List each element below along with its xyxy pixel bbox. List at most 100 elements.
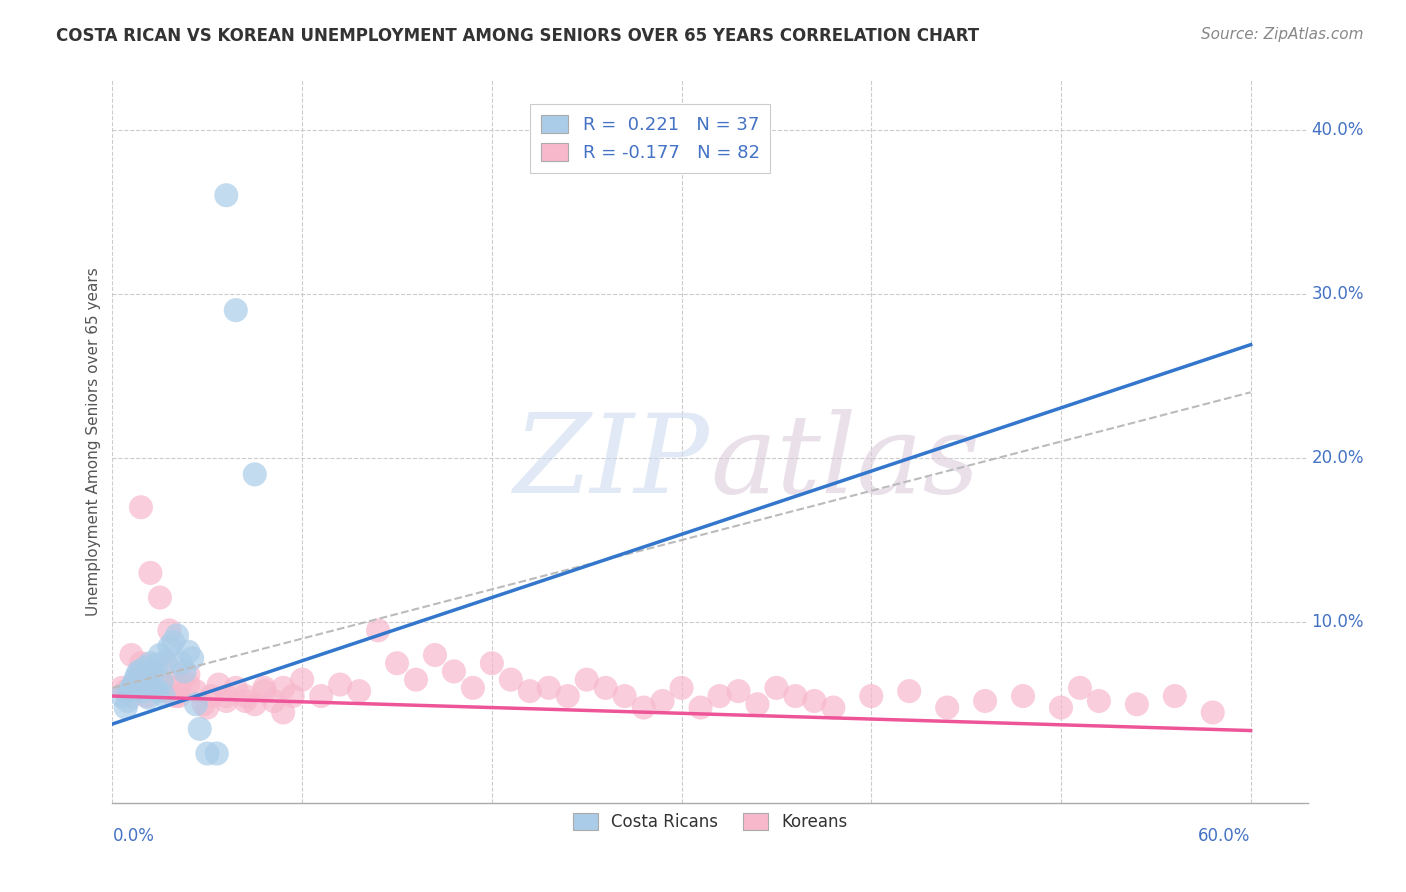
Point: [385, 657, 408, 671]
Point: [149, 648, 172, 662]
Point: [152, 689, 174, 703]
Point: [139, 657, 162, 671]
Point: [215, 188, 238, 202]
Point: [1050, 700, 1073, 714]
Point: [145, 657, 167, 672]
Point: [139, 665, 162, 679]
Point: [1012, 689, 1035, 703]
Point: [936, 700, 959, 714]
Point: [170, 677, 193, 691]
Point: [557, 689, 579, 703]
Point: [120, 648, 142, 662]
Point: [253, 681, 276, 695]
Point: [165, 689, 187, 703]
Point: [281, 689, 304, 703]
Point: [135, 671, 157, 685]
Point: [114, 684, 136, 698]
Point: [595, 681, 617, 695]
Point: [461, 681, 484, 695]
Point: [122, 677, 145, 691]
Point: [129, 667, 152, 681]
Point: [785, 689, 807, 703]
Point: [481, 657, 503, 671]
Point: [243, 698, 266, 712]
Point: [129, 657, 152, 671]
Point: [1164, 689, 1187, 703]
Text: 40.0%: 40.0%: [1312, 120, 1364, 138]
Point: [329, 677, 352, 691]
Point: [1202, 706, 1225, 720]
Point: [225, 303, 247, 318]
Point: [193, 698, 215, 712]
Point: [157, 640, 180, 654]
Point: [613, 689, 636, 703]
Point: [537, 681, 560, 695]
Point: [120, 689, 142, 703]
Point: [367, 624, 389, 638]
Point: [233, 689, 256, 703]
Text: 60.0%: 60.0%: [1198, 828, 1251, 846]
Point: [124, 677, 146, 691]
Point: [149, 673, 172, 687]
Point: [155, 655, 177, 669]
Point: [127, 667, 149, 681]
Point: [111, 681, 134, 695]
Point: [114, 700, 136, 714]
Point: [118, 684, 141, 698]
Point: [200, 689, 222, 703]
Point: [215, 689, 238, 703]
Point: [177, 677, 200, 691]
Text: 0.0%: 0.0%: [112, 828, 155, 846]
Point: [132, 684, 155, 698]
Point: [143, 681, 166, 695]
Point: [215, 694, 238, 708]
Point: [195, 747, 218, 761]
Point: [1069, 681, 1091, 695]
Point: [146, 684, 169, 698]
Point: [135, 689, 157, 703]
Text: COSTA RICAN VS KOREAN UNEMPLOYMENT AMONG SENIORS OVER 65 YEARS CORRELATION CHART: COSTA RICAN VS KOREAN UNEMPLOYMENT AMONG…: [56, 27, 980, 45]
Point: [633, 700, 655, 714]
Point: [233, 694, 256, 708]
Point: [188, 722, 211, 736]
Text: 10.0%: 10.0%: [1312, 613, 1364, 632]
Point: [291, 673, 314, 687]
Point: [651, 694, 673, 708]
Point: [423, 648, 446, 662]
Point: [162, 635, 184, 649]
Point: [129, 676, 152, 690]
Point: [170, 657, 193, 671]
Text: ZIP: ZIP: [515, 409, 710, 517]
Point: [157, 661, 180, 675]
Point: [143, 681, 166, 695]
Point: [120, 681, 142, 695]
Point: [309, 689, 332, 703]
Point: [128, 665, 150, 679]
Text: 20.0%: 20.0%: [1312, 449, 1364, 467]
Point: [253, 684, 276, 698]
Point: [671, 681, 693, 695]
Point: [138, 690, 160, 705]
Point: [129, 500, 152, 515]
Point: [139, 566, 162, 580]
Point: [225, 681, 247, 695]
Point: [1088, 694, 1111, 708]
Point: [177, 645, 200, 659]
Point: [243, 467, 266, 482]
Point: [519, 684, 541, 698]
Point: [727, 684, 749, 698]
Point: [898, 684, 921, 698]
Point: [803, 694, 825, 708]
Point: [157, 681, 180, 695]
Point: [747, 698, 769, 712]
Point: [134, 661, 156, 675]
Point: [205, 747, 228, 761]
Y-axis label: Unemployment Among Seniors over 65 years: Unemployment Among Seniors over 65 years: [86, 268, 101, 615]
Point: [111, 689, 134, 703]
Point: [1126, 698, 1149, 712]
Point: [181, 651, 204, 665]
Point: [765, 681, 787, 695]
Point: [860, 689, 883, 703]
Point: [177, 667, 200, 681]
Point: [443, 665, 465, 679]
